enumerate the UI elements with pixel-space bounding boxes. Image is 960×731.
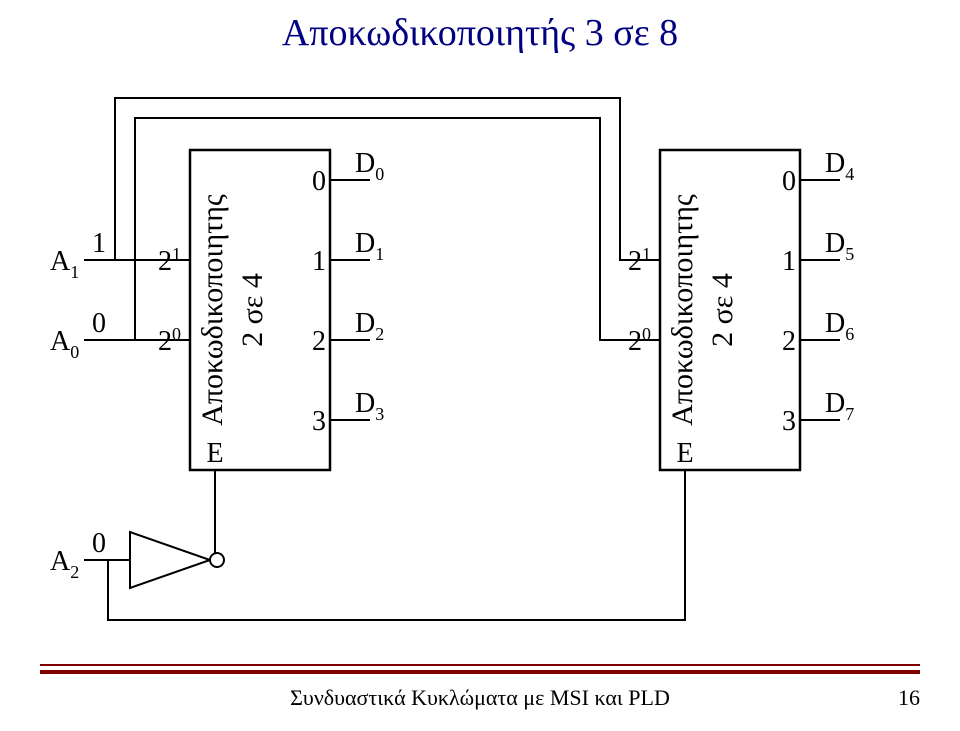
input-A1: A1 [50, 246, 79, 282]
left-out-num-1: 1 [312, 246, 326, 277]
right-out-num-2: 2 [782, 326, 796, 357]
decoder-right-enable: E [676, 438, 693, 469]
right-out-D5: D5 [825, 228, 854, 264]
input-A1-value: 1 [92, 228, 106, 259]
left-out-D3: D3 [355, 388, 384, 424]
decoder-right: Αποκωδικοποιητης 2 σε 4 E [660, 150, 800, 470]
decoder-left-type-label: 2 σε 4 [236, 273, 269, 347]
left-out-num-2: 2 [312, 326, 326, 357]
left-out-num-0: 0 [312, 166, 326, 197]
right-in-0: 21 [628, 244, 651, 277]
right-out-D7: D7 [825, 388, 854, 424]
page-number: 16 [898, 685, 920, 710]
decoder-right-vertical-label: Αποκωδικοποιητης [666, 194, 699, 426]
left-out-D1: D1 [355, 228, 384, 264]
left-out-D0: D0 [355, 148, 384, 184]
decoder-left-vertical-label: Αποκωδικοποιητης [196, 194, 229, 426]
input-A0-value: 0 [92, 308, 106, 339]
left-out-num-3: 3 [312, 406, 326, 437]
input-A2-value: 0 [92, 528, 106, 559]
right-out-num-1: 1 [782, 246, 796, 277]
page-title: Αποκωδικοποιητής 3 σε 8 [282, 12, 678, 54]
right-in-1: 20 [628, 324, 651, 357]
decoder-left-enable: E [206, 438, 223, 469]
decoder-right-type-label: 2 σε 4 [706, 273, 739, 347]
right-out-D6: D6 [825, 308, 854, 344]
decoder-diagram: Αποκωδικοποιητής 3 σε 8 Αποκωδικοποιητης… [0, 0, 960, 726]
left-in-0: 21 [158, 244, 181, 277]
input-A2: A2 [50, 546, 79, 582]
input-A0: A0 [50, 326, 79, 362]
right-out-num-0: 0 [782, 166, 796, 197]
left-in-1: 20 [158, 324, 181, 357]
inverter-gate [130, 532, 224, 588]
decoder-left: Αποκωδικοποιητης 2 σε 4 E [190, 150, 330, 470]
labels: A11A00A20212021200D01D12D23D30D41D52D63D… [50, 148, 854, 582]
right-out-D4: D4 [825, 148, 854, 184]
right-out-num-3: 3 [782, 406, 796, 437]
left-out-D2: D2 [355, 308, 384, 344]
footer-text: Συνδυαστικά Κυκλώματα με MSI και PLD [290, 685, 670, 710]
